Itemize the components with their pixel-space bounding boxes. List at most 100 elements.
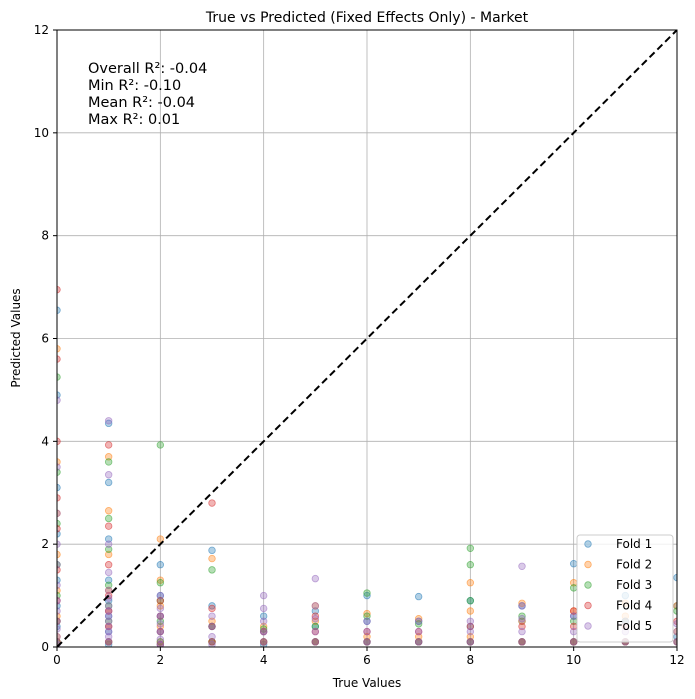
scatter-point: [208, 554, 216, 563]
scatter-point: [414, 592, 423, 601]
legend-label-fold-5: Fold 5: [616, 619, 652, 633]
scatter-point: [311, 612, 320, 620]
y-tick-label: 2: [41, 537, 49, 551]
scatter-point: [156, 604, 165, 613]
scatter-point: [466, 607, 475, 615]
x-tick-label: 12: [669, 653, 684, 667]
scatter-point: [208, 566, 216, 574]
scatter-point: [156, 597, 165, 605]
scatter-point: [259, 640, 268, 647]
legend: Fold 1 Fold 2 Fold 3 Fold 4 Fold 5: [576, 534, 674, 643]
scatter-point: [104, 622, 113, 631]
scatter-point: [518, 638, 526, 646]
scatter-point: [466, 579, 475, 587]
legend-marker-fold-3: [584, 581, 592, 589]
scatter-point: [363, 589, 371, 597]
scatter-point: [104, 458, 113, 466]
scatter-point: [104, 597, 113, 605]
scatter-point: [104, 507, 113, 515]
scatter-point: [104, 535, 113, 543]
scatter-point: [104, 602, 113, 610]
scatter-point: [156, 622, 165, 631]
scatter-point: [466, 633, 475, 641]
scatter-point: [466, 622, 475, 631]
legend-label-fold-2: Fold 2: [616, 558, 652, 572]
chart-title: True vs Predicted (Fixed Effects Only) -…: [205, 10, 529, 26]
scatter-point: [104, 617, 113, 625]
overall-r2-text: Overall R²: -0.04: [88, 61, 207, 77]
min-r2-text: Min R²: -0.10: [88, 78, 181, 94]
x-tick-label: 10: [566, 653, 581, 667]
scatter-point: [156, 579, 165, 587]
scatter-point: [104, 640, 113, 647]
scatter-point: [363, 609, 371, 618]
axis-ticks: 0 2 4 6 8 10 12 0 2 4 6 8 10 12: [34, 23, 685, 667]
scatter-point: [518, 615, 526, 623]
y-tick-label: 12: [34, 23, 49, 37]
series-fold-5: [57, 396, 677, 647]
legend-marker-fold-2: [584, 560, 592, 569]
scatter-point: [208, 546, 216, 555]
scatter-point: [104, 638, 113, 646]
scatter-point: [311, 627, 320, 636]
scatter-point: [673, 620, 677, 628]
scatter-point: [208, 604, 216, 613]
scatter-point: [518, 617, 526, 625]
max-r2-text: Max R²: 0.01: [88, 112, 180, 128]
scatter-point: [104, 568, 113, 577]
scatter-point: [156, 535, 165, 543]
scatter-point: [208, 499, 216, 507]
scatter-point: [259, 617, 268, 625]
scatter-point: [569, 560, 578, 568]
scatter-point: [259, 604, 268, 613]
x-tick-label: 8: [467, 653, 475, 667]
scatter-point: [414, 638, 423, 646]
legend-marker-fold-4: [584, 601, 592, 610]
scatter-point: [208, 612, 216, 620]
scatter-point: [156, 627, 165, 636]
scatter-point: [156, 602, 165, 610]
scatter-point: [569, 584, 578, 592]
x-tick-label: 0: [53, 653, 61, 667]
scatter-point: [104, 514, 113, 523]
scatter-point: [311, 574, 320, 583]
scatter-point: [104, 453, 113, 461]
scatter-point: [104, 478, 113, 487]
scatter-point: [104, 419, 113, 428]
scatter-point: [259, 625, 268, 633]
scatter-point: [156, 612, 165, 620]
y-axis-label: Predicted Values: [9, 288, 23, 387]
scatter-point: [259, 622, 268, 631]
scatter-point: [156, 561, 165, 569]
scatter-point: [104, 417, 113, 425]
scatter-point: [156, 620, 165, 628]
x-tick-label: 6: [363, 653, 371, 667]
y-tick-label: 10: [34, 126, 49, 140]
scatter-point: [208, 622, 216, 631]
scatter-point: [466, 638, 475, 646]
scatter-point: [569, 612, 578, 620]
scatter-point: [104, 441, 113, 449]
scatter-point: [104, 586, 113, 595]
scatter-point: [363, 633, 371, 641]
y-tick-label: 0: [41, 640, 49, 654]
scatter-point: [569, 627, 578, 636]
scatter-point: [518, 622, 526, 631]
scatter-point: [518, 627, 526, 636]
scatter-point: [363, 612, 371, 620]
scatter-point: [363, 617, 371, 625]
scatter-point: [363, 591, 371, 600]
scatter-point: [414, 627, 423, 636]
scatter-point: [311, 602, 320, 610]
scatter-point: [466, 561, 475, 569]
scatter-point: [414, 620, 423, 628]
scatter-point: [311, 617, 320, 625]
scatter-point: [466, 617, 475, 625]
scatter-point: [104, 633, 113, 641]
scatter-point: [104, 545, 113, 554]
scatter-point: [518, 612, 526, 620]
scatter-point: [208, 638, 216, 646]
scatter-point: [466, 544, 475, 552]
legend-marker-fold-1: [584, 540, 592, 548]
scatter-point: [259, 638, 268, 646]
